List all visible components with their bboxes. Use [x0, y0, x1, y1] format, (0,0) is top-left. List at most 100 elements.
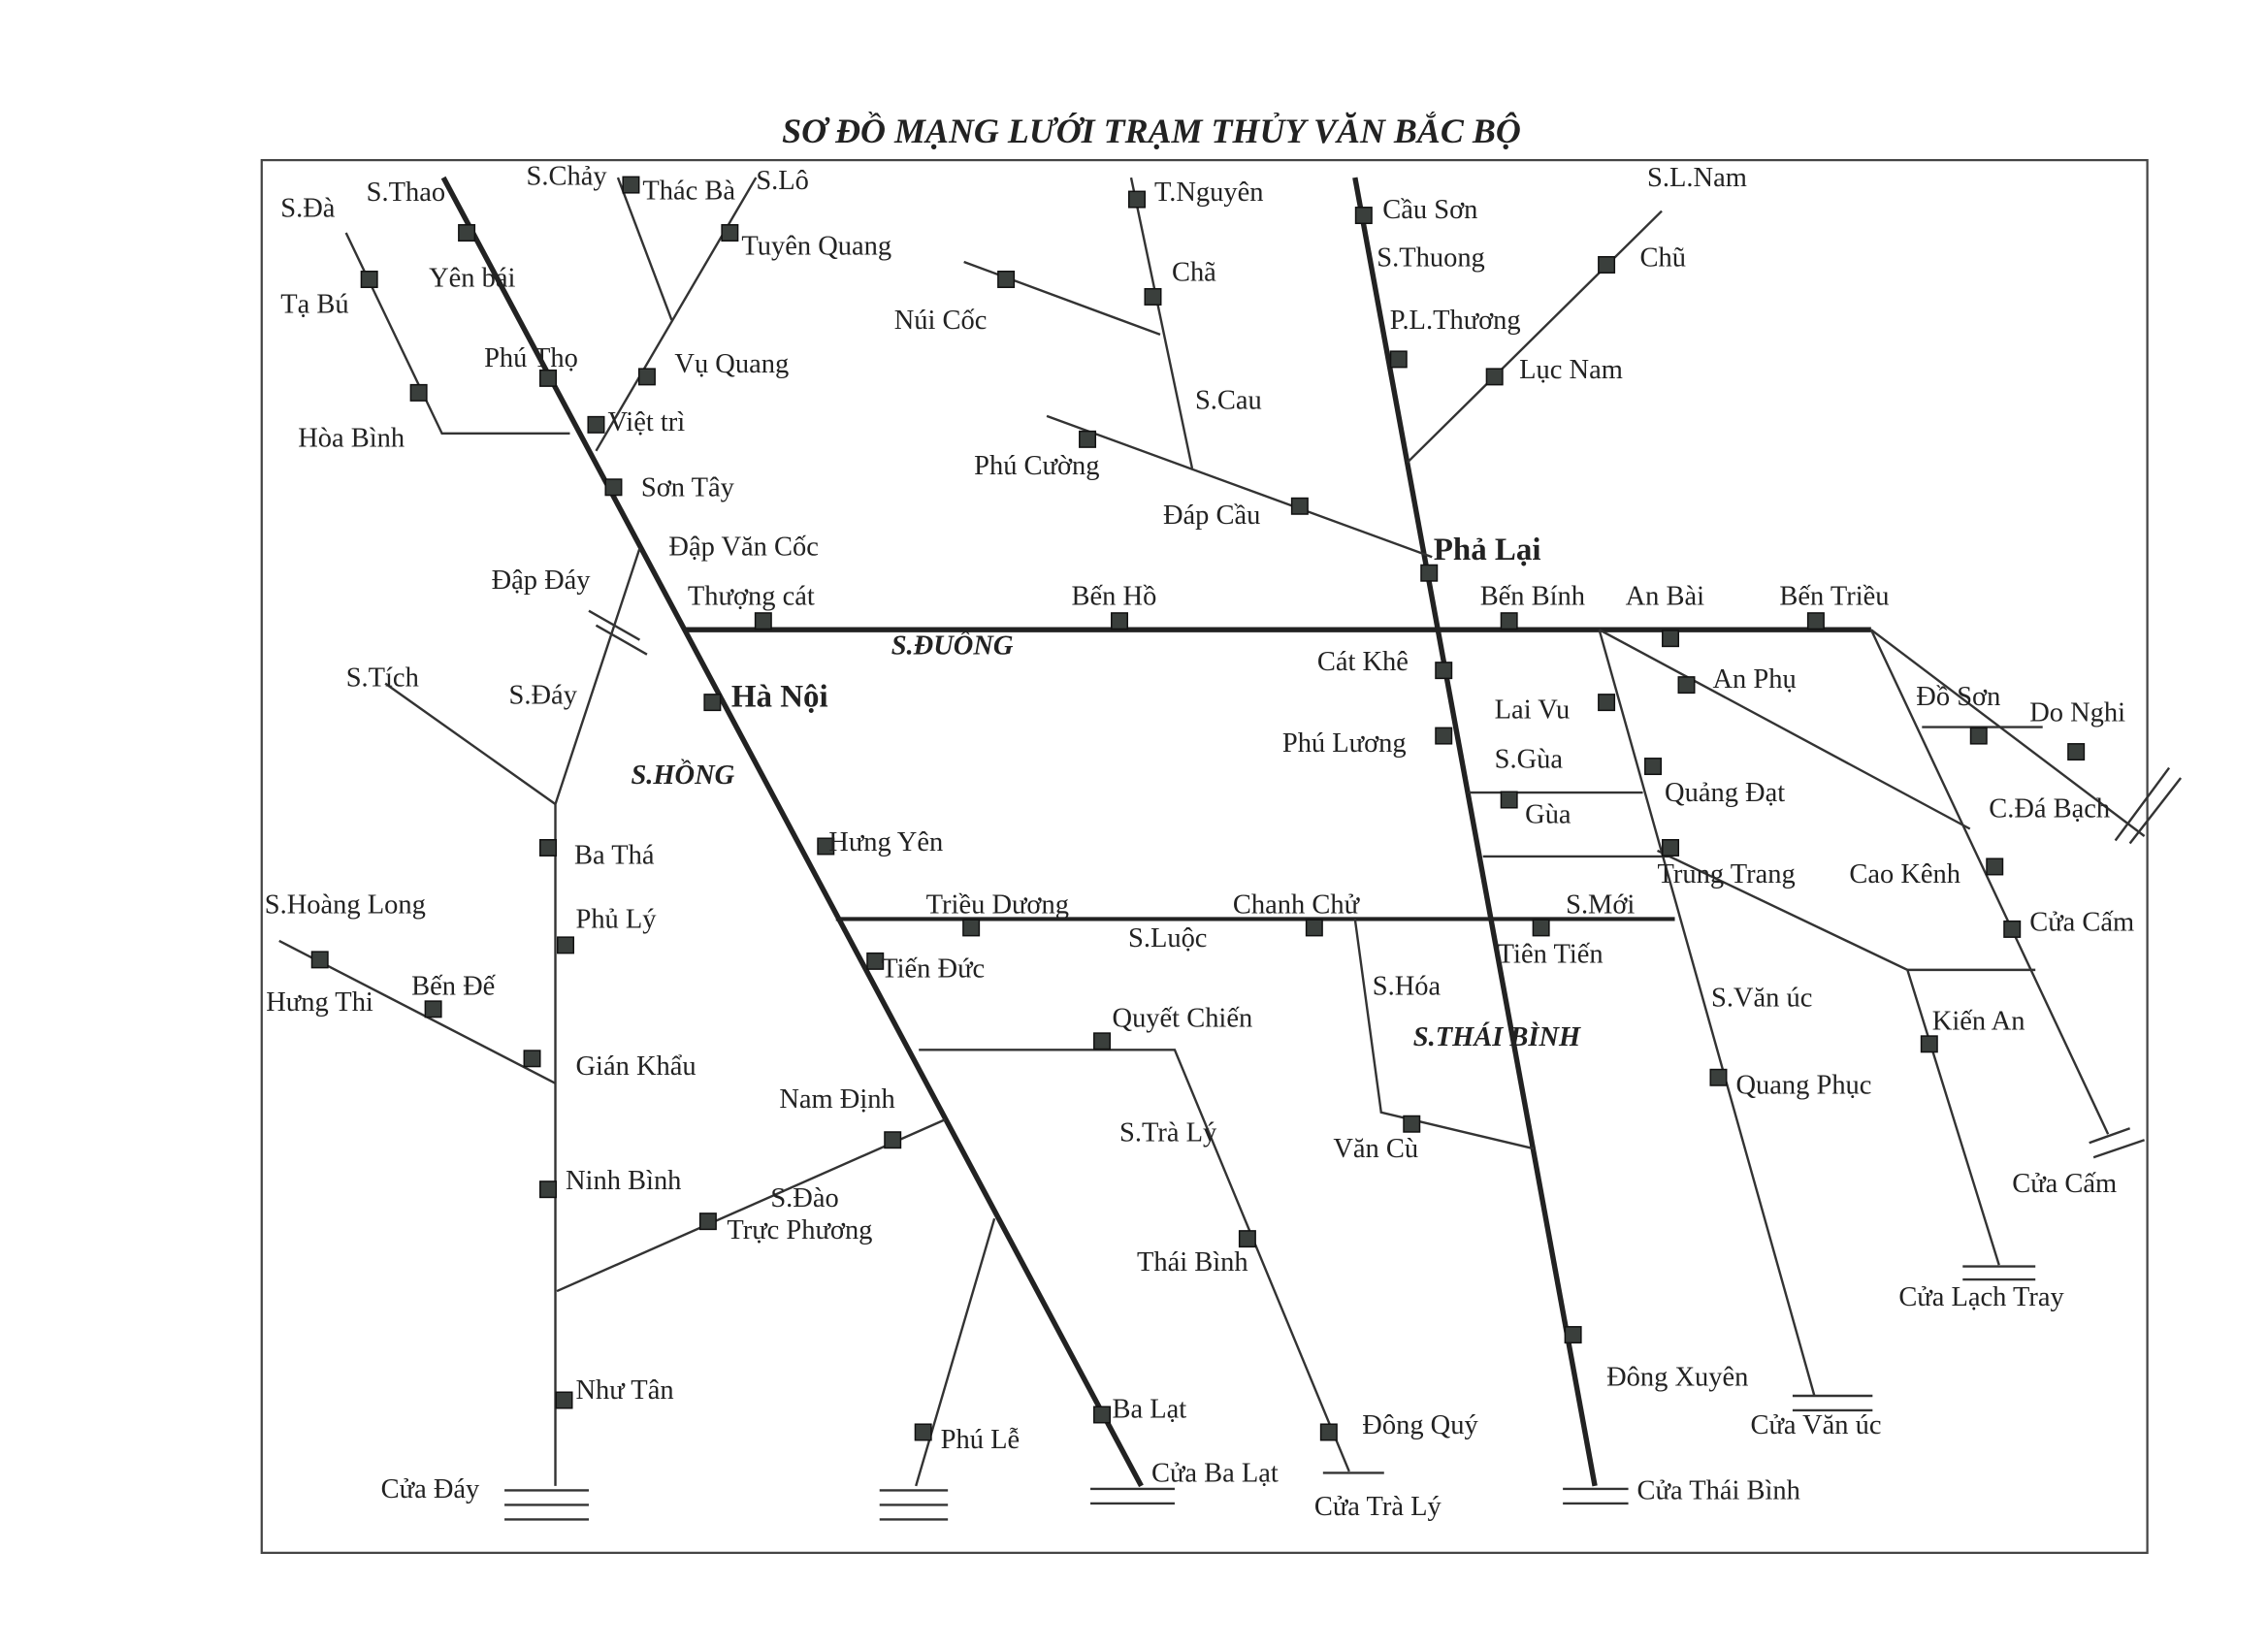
station-marker: [555, 1391, 573, 1409]
river-label: S.Cau: [1195, 385, 1262, 415]
station-marker: [817, 837, 835, 856]
station-marker: [1093, 1032, 1112, 1051]
station-label: Quyết Chiến: [1113, 1003, 1253, 1033]
river-label: S.Đào: [770, 1183, 838, 1213]
estuary-label: Cửa Lạch Tray: [1898, 1282, 2064, 1312]
station-marker: [1500, 612, 1518, 630]
river-lo: [595, 177, 758, 452]
station-label: Quảng Đạt: [1665, 778, 1785, 808]
station-marker: [1644, 758, 1663, 776]
station-marker: [539, 838, 558, 857]
station-marker: [1305, 919, 1323, 937]
station-marker: [962, 919, 981, 937]
station-marker: [409, 383, 428, 402]
sea-mark: [2128, 777, 2183, 845]
station-marker: [1093, 1406, 1112, 1424]
station-label: Yên bái: [429, 263, 515, 293]
station-marker: [884, 1131, 902, 1149]
river-label: S.L.Nam: [1647, 163, 1747, 193]
station-label: An Phụ: [1712, 664, 1796, 695]
station-marker: [1238, 1230, 1256, 1248]
station-marker: [587, 415, 605, 434]
station-label: Triều Dương: [926, 889, 1069, 920]
station-marker: [1403, 1115, 1421, 1133]
station-marker: [424, 1000, 442, 1018]
station-label: Kiến An: [1932, 1006, 2025, 1036]
station-label: T.Nguyên: [1154, 178, 1264, 208]
station-label: Tiên Tiến: [1498, 939, 1604, 969]
station-marker: [637, 368, 656, 386]
station-marker: [866, 952, 885, 970]
station-label: Phú Thọ: [484, 343, 578, 373]
station-label: Bến Triều: [1779, 582, 1889, 612]
river-lines: [278, 176, 2183, 1521]
station-label: Chanh Chử: [1233, 889, 1361, 920]
river-nui-coc: [963, 260, 1161, 337]
station-label: Gián Khẩu: [575, 1051, 696, 1082]
station-marker: [1079, 430, 1097, 448]
station-label: Trung Trang: [1658, 859, 1796, 889]
station-label: Chũ: [1640, 242, 1686, 273]
river-label: S.Văn úc: [1711, 983, 1812, 1013]
station-label: Phú Cường: [974, 451, 1099, 481]
estuary-label: Cửa Đáy: [381, 1474, 480, 1504]
station-label: Nam Định: [779, 1084, 894, 1115]
estuary-label: Cửa Thái Bình: [1637, 1475, 1800, 1505]
station-label: P.L.Thương: [1390, 306, 1521, 336]
station-marker: [1435, 662, 1453, 680]
station-marker: [1969, 727, 1988, 745]
river-label: S.Thuong: [1377, 242, 1485, 273]
station-marker: [1290, 497, 1309, 515]
station-marker: [754, 612, 772, 630]
station-label: Lai Vu: [1495, 695, 1571, 726]
station-label: Phú Lễ: [941, 1425, 1020, 1455]
station-marker: [703, 694, 722, 712]
river-label: S.Hóa: [1373, 971, 1442, 1001]
station-label: Ninh Bình: [566, 1166, 681, 1196]
station-label: Tạ Bú: [280, 289, 348, 319]
river-label: S.Mới: [1566, 889, 1635, 920]
station-label: Văn Cù: [1333, 1134, 1418, 1164]
station-label: Thái Bình: [1137, 1247, 1248, 1277]
station-label: Chã: [1172, 257, 1216, 287]
station-marker: [360, 270, 378, 288]
dam-mark-2: [595, 624, 648, 656]
station-marker: [1662, 630, 1680, 648]
station-marker: [1435, 727, 1453, 745]
river-label: S.Hoàng Long: [265, 889, 426, 920]
station-label: Tuyên Quang: [741, 232, 891, 262]
station-marker: [1806, 612, 1825, 630]
river-label: S.Lô: [756, 166, 809, 196]
station-label: Đông Quý: [1362, 1410, 1478, 1440]
station-marker: [1389, 350, 1408, 369]
river-label: S.Chảy: [527, 162, 608, 192]
station-label: Bến Bính: [1480, 582, 1585, 612]
station-label: Phả Lại: [1434, 533, 1541, 567]
station-label: Thác Bà: [642, 177, 735, 207]
river-cam: [1869, 629, 2110, 1135]
station-label: Hà Nội: [731, 680, 828, 715]
station-label: Như Tân: [575, 1375, 673, 1406]
station-label: Cao Kênh: [1849, 859, 1960, 889]
station-label: Cửa Cấm: [2029, 907, 2134, 937]
river-label: S.Trà Lý: [1119, 1118, 1217, 1148]
station-label: Cầu Sơn: [1382, 195, 1477, 225]
station-label: Ba Thá: [574, 840, 655, 870]
station-marker: [310, 951, 329, 969]
station-marker: [1128, 190, 1146, 209]
station-marker: [1677, 676, 1696, 695]
station-marker: [1986, 857, 2004, 876]
main-river-label: S.HỒNG: [631, 758, 734, 791]
river-label: S.Đà: [280, 194, 336, 224]
main-river-label: S.ĐUỐNG: [891, 629, 1014, 662]
river-tich: [384, 682, 557, 805]
station-marker: [2067, 743, 2086, 761]
station-marker: [721, 224, 739, 242]
station-label: An Bài: [1626, 582, 1705, 612]
sea-mark: [2114, 766, 2171, 842]
estuary-label: Cửa Văn úc: [1750, 1410, 1881, 1440]
sea-mark: [2092, 1139, 2145, 1159]
station-label: Bến Hồ: [1072, 582, 1157, 612]
station-label: Gùa: [1525, 800, 1571, 830]
